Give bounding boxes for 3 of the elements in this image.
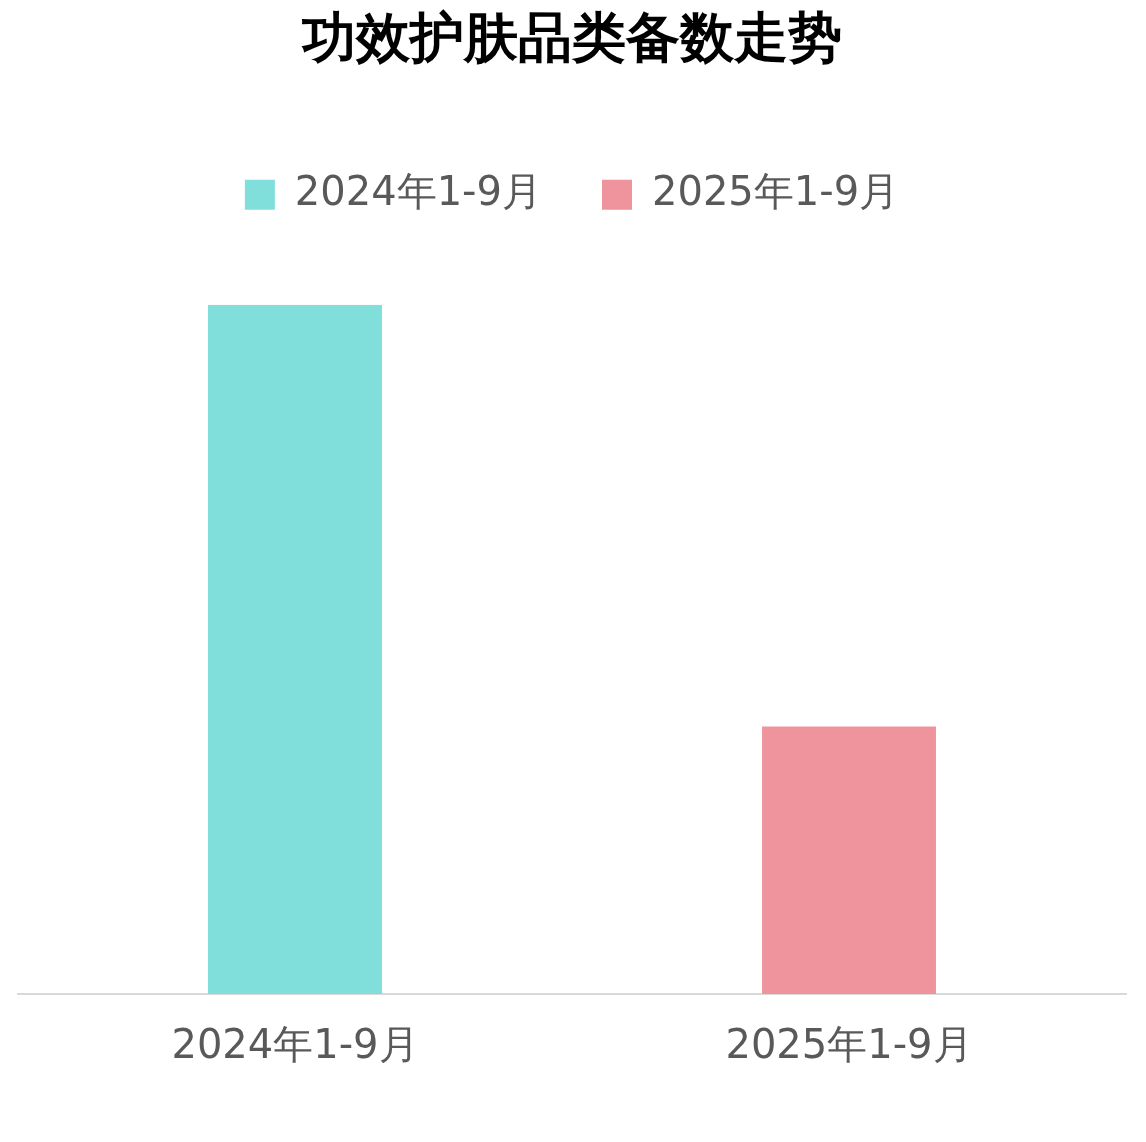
legend-label: 2025年1-9月 [652,168,900,215]
legend-label: 2024年1-9月 [294,168,543,215]
chart-title: 功效护肤品类备数走势 [301,6,842,70]
